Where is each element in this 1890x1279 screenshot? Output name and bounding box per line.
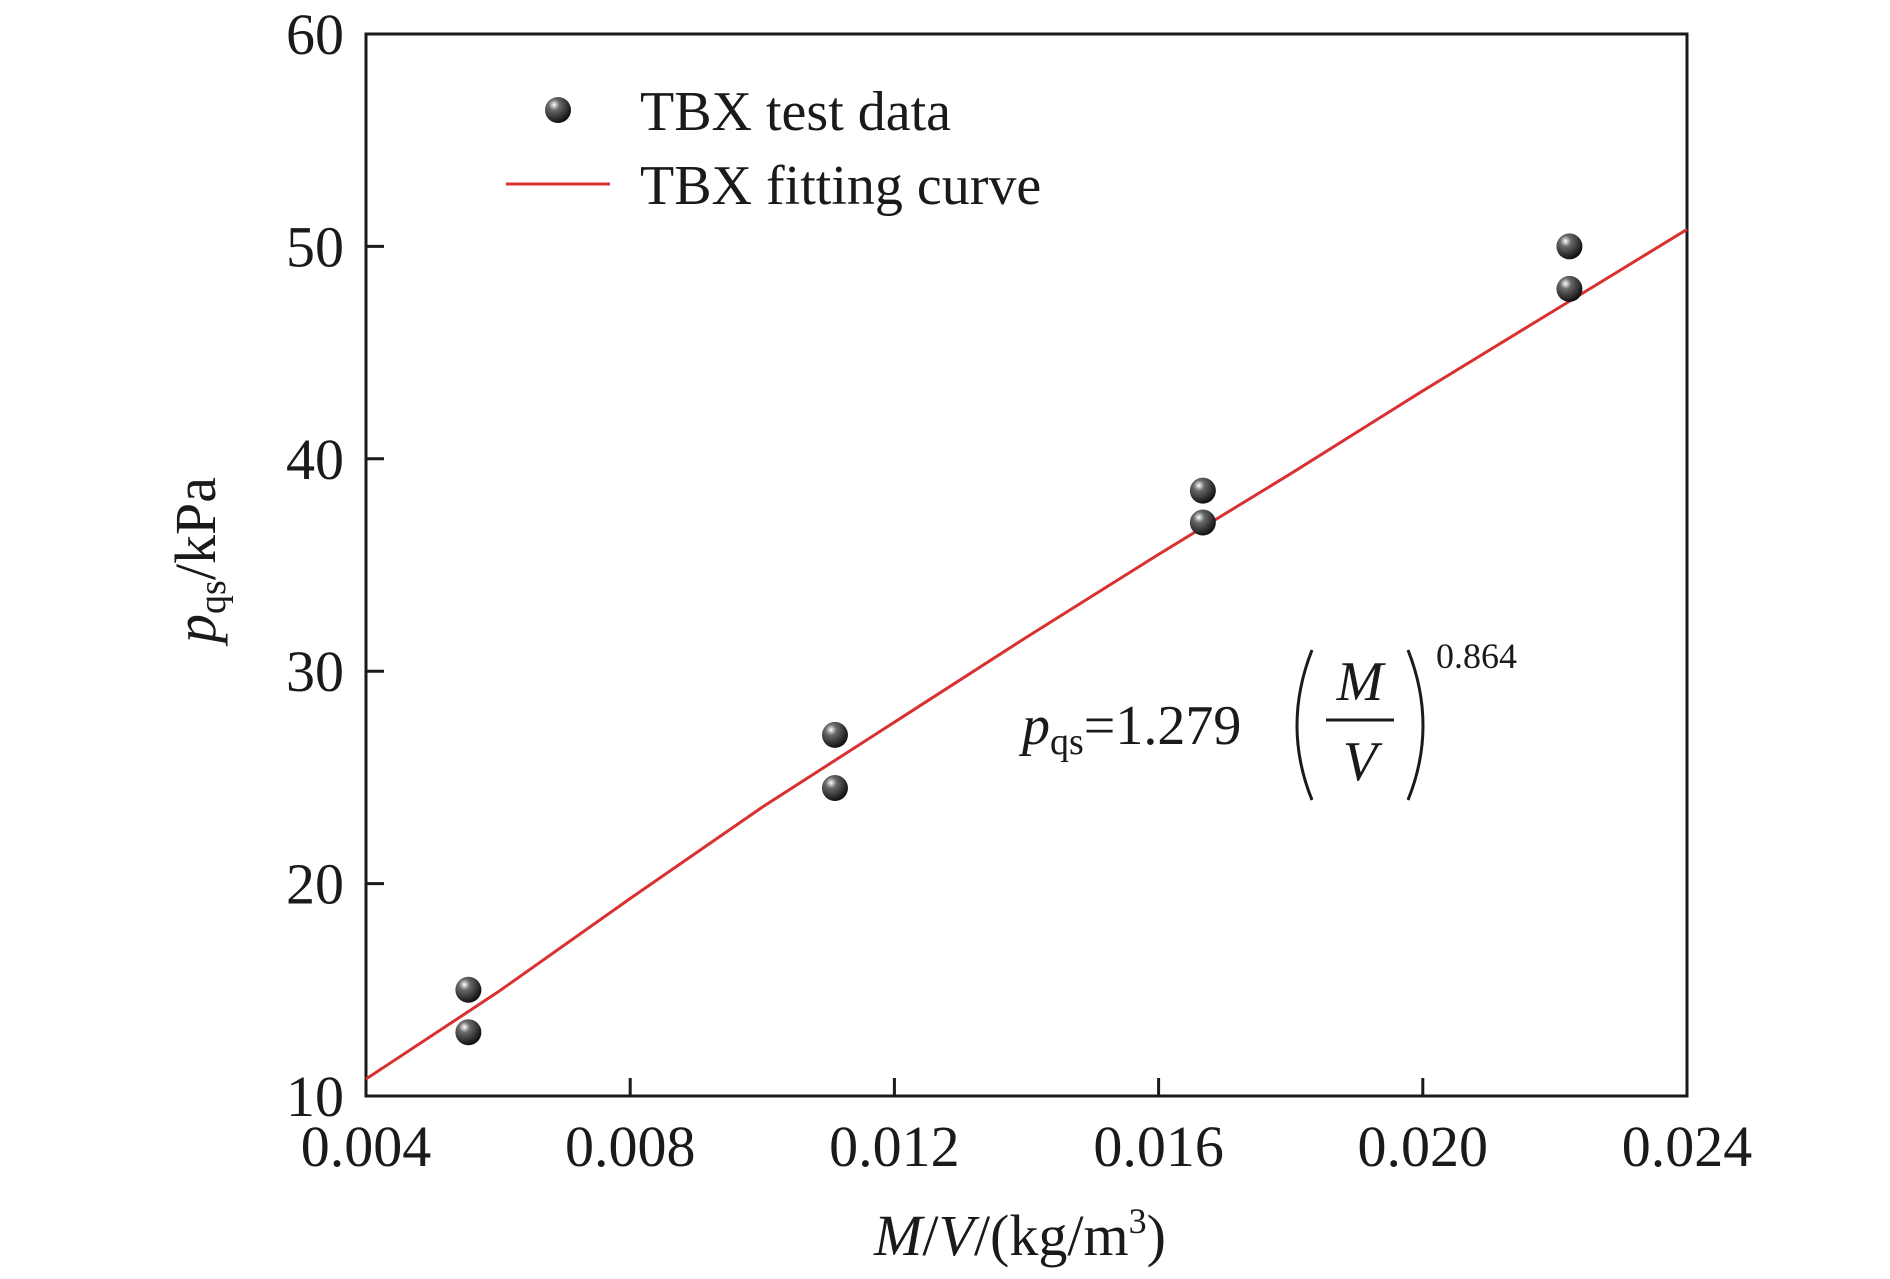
equation-exponent: 0.864 (1436, 636, 1517, 676)
y-tick-label-1: 20 (286, 852, 344, 917)
data-point-5 (1189, 509, 1216, 536)
legend-label-fit: TBX fitting curve (640, 155, 1041, 217)
data-point-4 (1189, 477, 1216, 504)
x-axis-label-var2: V (939, 1203, 981, 1268)
x-axis-label: M/V/(kg/m3) (873, 1201, 1166, 1268)
y-tick-label-4: 50 (286, 214, 344, 279)
data-point-7 (1556, 275, 1583, 302)
x-tick-label-3: 0.016 (1093, 1114, 1224, 1179)
data-point-3 (821, 775, 848, 802)
x-tick-label-4: 0.020 (1358, 1114, 1489, 1179)
x-axis-label-slash: / (922, 1203, 939, 1268)
x-axis: 0.004 0.008 0.012 0.016 0.020 0.024 (301, 1078, 1753, 1179)
y-tick-label-5: 60 (286, 2, 344, 67)
equation-left-paren (1295, 649, 1314, 801)
y-tick-label-3: 40 (286, 427, 344, 492)
legend-marker-points (545, 97, 571, 123)
equation-var: p (1018, 695, 1050, 757)
x-axis-label-unit-close: ) (1147, 1203, 1166, 1268)
y-axis-label-unit: /kPa (163, 477, 228, 580)
x-axis-label-unit-sup: 3 (1129, 1201, 1147, 1241)
equation-denominator: V (1343, 731, 1383, 793)
y-axis-label: pqs/kPa (163, 477, 234, 647)
equation-coef: =1.279 (1084, 695, 1242, 757)
plot-area: 0.004 0.008 0.012 0.016 0.020 0.024 10 20 30 40 5… (286, 2, 1752, 1179)
plot-frame (364, 32, 1689, 1098)
y-tick-label-0: 10 (286, 1064, 344, 1129)
x-tick-label-0: 0.004 (301, 1114, 432, 1179)
y-axis: 10 20 30 40 50 60 (286, 2, 384, 1129)
x-tick-label-2: 0.012 (829, 1114, 960, 1179)
data-point-1 (455, 1019, 482, 1046)
x-axis-label-var1: M (873, 1203, 925, 1268)
y-axis-label-sub: qs (192, 580, 234, 614)
x-tick-label-5: 0.024 (1622, 1114, 1753, 1179)
x-axis-label-unit-open: /(kg/m (974, 1203, 1129, 1268)
equation-numerator: M (1336, 651, 1387, 713)
x-tick-label-1: 0.008 (565, 1114, 696, 1179)
data-point-6 (1556, 233, 1583, 260)
legend: TBX test data TBX fitting curve (506, 81, 1041, 217)
fit-line (365, 228, 1688, 1081)
fit-equation: pqs=1.279 M V 0.864 (1018, 636, 1517, 801)
fit-series (365, 228, 1688, 1081)
data-point-2 (821, 721, 848, 748)
data-point-0 (455, 976, 482, 1003)
legend-label-points: TBX test data (640, 81, 951, 143)
y-axis-label-var: p (163, 614, 228, 647)
equation-right-paren (1406, 649, 1425, 801)
equation-sub: qs (1050, 721, 1084, 763)
y-tick-label-2: 30 (286, 639, 344, 704)
data-points (455, 233, 1583, 1046)
equation-lhs: pqs=1.279 (1018, 695, 1241, 763)
